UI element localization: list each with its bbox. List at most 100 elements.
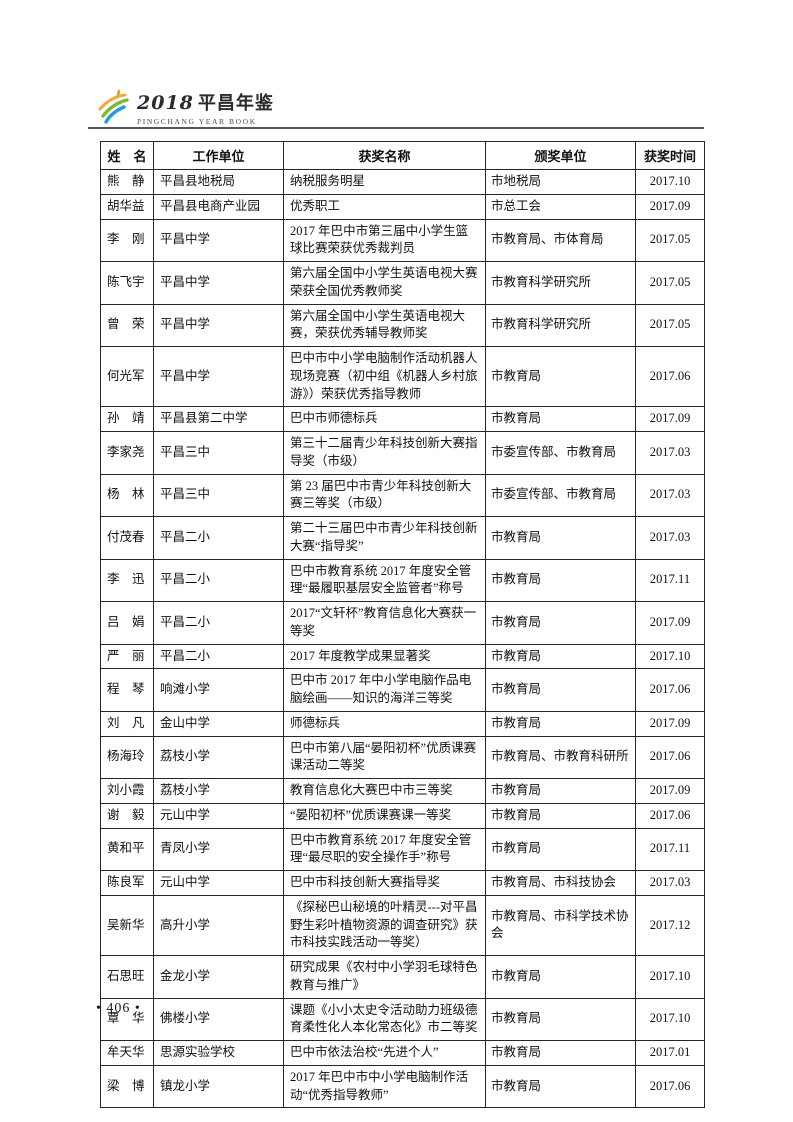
cell-issuer: 市教育局 — [485, 516, 636, 560]
cell-issuer: 市教育科学研究所 — [485, 261, 636, 305]
cell-issuer: 市总工会 — [485, 193, 636, 220]
col-header-award: 获奖名称 — [283, 141, 486, 170]
cell-issuer: 市教育局、市科技协会 — [485, 870, 636, 896]
cell-name: 李 迅 — [100, 558, 154, 602]
cell-award: 第三十二届青少年科技创新大赛指导奖（市级） — [283, 431, 486, 475]
cell-date: 2017.09 — [635, 710, 705, 737]
cell-name: 谢 毅 — [100, 802, 154, 829]
cell-issuer: 市教育局 — [485, 668, 636, 712]
table-row: 杨 林 平昌三中 第 23 届巴中市青少年科技创新大赛三等奖（市级） 市委宣传部… — [100, 473, 705, 517]
cell-name: 覃 华 — [100, 997, 154, 1041]
cell-date: 2017.06 — [635, 802, 705, 829]
table-row: 石思旺 金龙小学 研究成果《农村中小学羽毛球特色教育与推广》 市教育局 2017… — [100, 955, 705, 999]
cell-date: 2017.10 — [635, 997, 705, 1041]
cell-unit: 平昌二小 — [153, 643, 284, 670]
cell-date: 2017.11 — [635, 558, 705, 602]
table-row: 刘小霞 荔枝小学 教育信息化大赛巴中市三等奖 市教育局 2017.09 — [100, 778, 705, 804]
cell-unit: 平昌中学 — [153, 218, 284, 262]
cell-unit: 荔枝小学 — [153, 735, 284, 779]
cell-unit: 思源实验学校 — [153, 1040, 284, 1066]
cell-issuer: 市教育局 — [485, 827, 636, 871]
cell-name: 吕 娟 — [100, 601, 154, 645]
cell-award: 研究成果《农村中小学羽毛球特色教育与推广》 — [283, 955, 486, 999]
cell-date: 2017.06 — [635, 668, 705, 712]
cell-issuer: 市委宣传部、市教育局 — [485, 431, 636, 475]
cell-date: 2017.03 — [635, 473, 705, 517]
awards-table: 姓 名 工作单位 获奖名称 颁奖单位 获奖时间 熊 静 平昌县地税局 纳税服务明… — [100, 141, 705, 1109]
page-number: • 406 • — [96, 1001, 141, 1016]
cell-date: 2017.10 — [635, 169, 705, 195]
cell-name: 杨海玲 — [100, 735, 154, 779]
cell-issuer: 市教育局 — [485, 710, 636, 737]
table-row: 吴新华 高升小学 《探秘巴山秘境的叶精灵---对平昌野生彩叶植物资源的调查研究》… — [100, 894, 705, 957]
cell-date: 2017.03 — [635, 870, 705, 896]
cell-unit: 平昌二小 — [153, 516, 284, 560]
col-header-unit: 工作单位 — [153, 141, 284, 170]
table-row: 杨海玲 荔枝小学 巴中市第八届“晏阳初杯”优质课赛课活动二等奖 市教育局、市教育… — [100, 735, 705, 779]
cell-award: 课题《小小太史令活动助力班级德育柔性化人本化常态化》市二等奖 — [283, 997, 486, 1041]
cell-award: 第六届全国中小学生英语电视大赛荣获全国优秀教师奖 — [283, 261, 486, 305]
cell-award: 巴中市教育系统 2017 年度安全管理“最履职基层安全监管者”称号 — [283, 558, 486, 602]
cell-award: 2017 年度教学成果显著奖 — [283, 643, 486, 670]
cell-name: 何光军 — [100, 345, 154, 408]
awards-table-body: 熊 静 平昌县地税局 纳税服务明星 市地税局 2017.10 胡华益 平昌县电商… — [100, 169, 705, 1109]
cell-issuer: 市教育局 — [485, 1064, 636, 1109]
cell-name: 陈飞宇 — [100, 261, 154, 305]
cell-issuer: 市教育局 — [485, 643, 636, 670]
cell-name: 李 刚 — [100, 218, 154, 262]
cell-award: 2017 年巴中市中小学电脑制作活动“优秀指导教师” — [283, 1064, 486, 1109]
cell-date: 2017.05 — [635, 303, 705, 347]
cell-name: 孙 靖 — [100, 406, 154, 432]
cell-name: 陈良军 — [100, 870, 154, 896]
cell-name: 吴新华 — [100, 894, 154, 957]
cell-award: 教育信息化大赛巴中市三等奖 — [283, 778, 486, 804]
cell-issuer: 市教育局 — [485, 955, 636, 999]
cell-unit: 平昌三中 — [153, 431, 284, 475]
table-row: 李 迅 平昌二小 巴中市教育系统 2017 年度安全管理“最履职基层安全监管者”… — [100, 558, 705, 602]
cell-award: 第二十三届巴中市青少年科技创新大赛“指导奖” — [283, 516, 486, 560]
awards-table-header: 姓 名 工作单位 获奖名称 颁奖单位 获奖时间 — [100, 141, 705, 170]
table-row: 熊 静 平昌县地税局 纳税服务明星 市地税局 2017.10 — [100, 169, 705, 195]
cell-name: 熊 静 — [100, 169, 154, 195]
cell-date: 2017.09 — [635, 406, 705, 432]
cell-award: 巴中市师德标兵 — [283, 406, 486, 432]
cell-name: 李家尧 — [100, 431, 154, 475]
cell-name: 石思旺 — [100, 955, 154, 999]
cell-award: 师德标兵 — [283, 710, 486, 737]
cell-issuer: 市教育局 — [485, 1040, 636, 1066]
cell-unit: 平昌二小 — [153, 558, 284, 602]
header-row: 姓 名 工作单位 获奖名称 颁奖单位 获奖时间 — [100, 141, 705, 170]
cell-award: 巴中市科技创新大赛指导奖 — [283, 870, 486, 896]
col-header-date: 获奖时间 — [635, 141, 705, 170]
cell-award: 《探秘巴山秘境的叶精灵---对平昌野生彩叶植物资源的调查研究》获市科技实践活动一… — [283, 894, 486, 957]
table-row: 李 刚 平昌中学 2017 年巴中市第三届中小学生篮球比赛荣获优秀裁判员 市教育… — [100, 218, 705, 262]
cell-name: 程 琴 — [100, 668, 154, 712]
cell-unit: 平昌县第二中学 — [153, 406, 284, 432]
table-row: 谢 毅 元山中学 “晏阳初杯”优质课赛课一等奖 市教育局 2017.06 — [100, 802, 705, 829]
cell-issuer: 市教育局 — [485, 802, 636, 829]
cell-issuer: 市教育局、市体育局 — [485, 218, 636, 262]
cell-name: 牟天华 — [100, 1040, 154, 1066]
table-row: 付茂春 平昌二小 第二十三届巴中市青少年科技创新大赛“指导奖” 市教育局 201… — [100, 516, 705, 560]
cell-unit: 平昌县电商产业园 — [153, 193, 284, 220]
cell-date: 2017.06 — [635, 345, 705, 408]
table-row: 程 琴 响滩小学 巴中市 2017 年中小学电脑作品电脑绘画——知识的海洋三等奖… — [100, 668, 705, 712]
cell-issuer: 市教育局 — [485, 997, 636, 1041]
table-row: 陈飞宇 平昌中学 第六届全国中小学生英语电视大赛荣获全国优秀教师奖 市教育科学研… — [100, 261, 705, 305]
cell-issuer: 市教育局 — [485, 558, 636, 602]
cell-unit: 荔枝小学 — [153, 778, 284, 804]
table-row: 严 丽 平昌二小 2017 年度教学成果显著奖 市教育局 2017.10 — [100, 643, 705, 670]
table-row: 孙 靖 平昌县第二中学 巴中市师德标兵 市教育局 2017.09 — [100, 406, 705, 432]
cell-award: 巴中市教育系统 2017 年度安全管理“最尽职的安全操作手”称号 — [283, 827, 486, 871]
table-row: 牟天华 思源实验学校 巴中市依法治校“先进个人” 市教育局 2017.01 — [100, 1040, 705, 1066]
table-row: 何光军 平昌中学 巴中市中小学电脑制作活动机器人现场竞赛（初中组《机器人乡村旅游… — [100, 345, 705, 408]
cell-unit: 元山中学 — [153, 870, 284, 896]
cell-award: 巴中市 2017 年中小学电脑作品电脑绘画——知识的海洋三等奖 — [283, 668, 486, 712]
pingchang-logo-icon — [94, 86, 132, 124]
cell-date: 2017.11 — [635, 827, 705, 871]
cell-award: 巴中市中小学电脑制作活动机器人现场竞赛（初中组《机器人乡村旅游》）荣获优秀指导教… — [283, 345, 486, 408]
cell-award: 纳税服务明星 — [283, 169, 486, 195]
cell-unit: 平昌三中 — [153, 473, 284, 517]
cell-date: 2017.10 — [635, 955, 705, 999]
table-row: 李家尧 平昌三中 第三十二届青少年科技创新大赛指导奖（市级） 市委宣传部、市教育… — [100, 431, 705, 475]
